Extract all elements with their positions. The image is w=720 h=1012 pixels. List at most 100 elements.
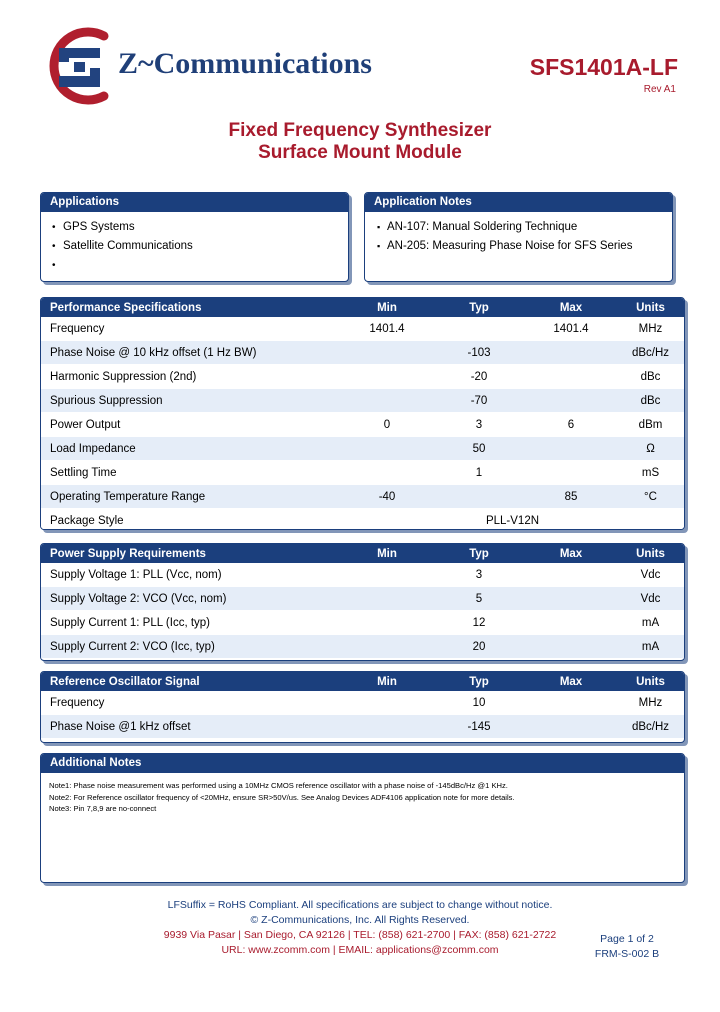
additional-notes-heading: Additional Notes (41, 754, 684, 773)
cell-units: Ω (617, 436, 684, 461)
title-line-2: Surface Mount Module (258, 142, 462, 163)
table-header-row: Power Supply Requirements Min Typ Max Un… (41, 544, 684, 563)
page-footer: LFSuffix = RoHS Compliant. All specifica… (0, 898, 720, 958)
column-header-min: Min (341, 544, 433, 563)
table-row-package: Package Style PLL-V12N (41, 508, 684, 529)
cell-max (525, 340, 617, 365)
applications-body: GPS Systems Satellite Communications (41, 212, 348, 275)
cell-units: dBc/Hz (617, 714, 684, 739)
page-header: Z~Communications SFS1401A-LF Rev A1 (0, 0, 720, 110)
table-row: Settling Time 1 mS (41, 460, 684, 485)
column-header-min: Min (341, 298, 433, 317)
table-header-row: Performance Specifications Min Typ Max U… (41, 298, 684, 317)
table-row: Frequency 10 MHz (41, 691, 684, 715)
page-number: Page 1 of 2 (600, 933, 654, 945)
column-header-typ: Typ (433, 672, 525, 691)
cell-units: mA (617, 634, 684, 659)
column-header-name: Power Supply Requirements (41, 544, 341, 563)
column-header-units: Units (617, 544, 684, 563)
cell-min (341, 563, 433, 587)
cell-typ: 5 (433, 586, 525, 611)
cell-typ: 50 (433, 436, 525, 461)
cell-max: 6 (525, 412, 617, 437)
application-notes-panel: Application Notes AN-107: Manual Solderi… (364, 192, 673, 282)
cell-typ: -70 (433, 388, 525, 413)
table-row: Frequency 1401.4 1401.4 MHz (41, 317, 684, 341)
cell-units: Vdc (617, 563, 684, 587)
cell-max (525, 460, 617, 485)
column-header-min: Min (341, 672, 433, 691)
cell-units: dBm (617, 412, 684, 437)
column-header-max: Max (525, 544, 617, 563)
cell-min (341, 691, 433, 715)
cell-min (341, 586, 433, 611)
title-line-1: Fixed Frequency Synthesizer (228, 120, 492, 141)
list-item[interactable]: AN-205: Measuring Phase Noise for SFS Se… (375, 237, 672, 256)
reference-oscillator-panel: Reference Oscillator Signal Min Typ Max … (40, 671, 685, 743)
cell-name: Operating Temperature Range (41, 484, 341, 509)
cell-typ: -20 (433, 364, 525, 389)
application-notes-list: AN-107: Manual Soldering Technique AN-20… (365, 212, 672, 256)
cell-name: Package Style (41, 508, 341, 529)
performance-table: Performance Specifications Min Typ Max U… (41, 298, 684, 529)
table-row: Load Impedance 50 Ω (41, 436, 684, 461)
table-row: Power Output 0 3 6 dBm (41, 412, 684, 437)
cell-units: MHz (617, 691, 684, 715)
list-item[interactable]: AN-107: Manual Soldering Technique (375, 218, 672, 237)
cell-units: °C (617, 484, 684, 509)
power-supply-panel: Power Supply Requirements Min Typ Max Un… (40, 543, 685, 661)
cell-min (341, 340, 433, 365)
table-row: Operating Temperature Range -40 85 °C (41, 484, 684, 509)
column-header-typ: Typ (433, 544, 525, 563)
table-row: Phase Noise @1 kHz offset -145 dBc/Hz (41, 714, 684, 739)
additional-notes-panel: Additional Notes Note1: Phase noise meas… (40, 753, 685, 883)
brand-name: Z~Communications (118, 47, 372, 80)
cell-max (525, 586, 617, 611)
column-header-max: Max (525, 298, 617, 317)
cell-min (341, 364, 433, 389)
cell-max: 85 (525, 484, 617, 509)
cell-min (341, 634, 433, 659)
column-header-name: Performance Specifications (41, 298, 341, 317)
cell-units: dBc (617, 364, 684, 389)
note-line: Note2: For Reference oscillator frequenc… (49, 792, 515, 802)
cell-typ (433, 317, 525, 341)
cell-max (525, 691, 617, 715)
cell-min (341, 610, 433, 635)
cell-package-value: PLL-V12N (341, 508, 684, 529)
cell-max (525, 634, 617, 659)
cell-max: 1401.4 (525, 317, 617, 341)
page-title: Fixed Frequency Synthesizer Surface Moun… (0, 120, 720, 164)
footer-compliance-line: LFSuffix = RoHS Compliant. All specifica… (167, 899, 553, 911)
application-notes-heading: Application Notes (365, 193, 672, 212)
footer-contact-line[interactable]: URL: www.zcomm.com | EMAIL: applications… (221, 944, 499, 956)
cell-units: dBc/Hz (617, 340, 684, 365)
table-row: Spurious Suppression -70 dBc (41, 388, 684, 413)
cell-min (341, 436, 433, 461)
column-header-units: Units (617, 672, 684, 691)
cell-name: Power Output (41, 412, 341, 437)
applications-panel: Applications GPS Systems Satellite Commu… (40, 192, 349, 282)
cell-units: Vdc (617, 586, 684, 611)
cell-typ: 3 (433, 563, 525, 587)
additional-notes-body: Note1: Phase noise measurement was perfo… (41, 773, 684, 815)
cell-name: Supply Current 2: VCO (Icc, typ) (41, 634, 341, 659)
cell-typ: -145 (433, 714, 525, 739)
note-line: Note1: Phase noise measurement was perfo… (49, 781, 508, 790)
cell-max (525, 563, 617, 587)
table-header-row: Reference Oscillator Signal Min Typ Max … (41, 672, 684, 691)
cell-max (525, 714, 617, 739)
table-row: Supply Current 1: PLL (Icc, typ) 12 mA (41, 610, 684, 635)
cell-min: -40 (341, 484, 433, 509)
cell-units: mS (617, 460, 684, 485)
page-number-block: Page 1 of 2 FRM-S-002 B (572, 932, 682, 962)
cell-min (341, 388, 433, 413)
applications-list: GPS Systems Satellite Communications (41, 212, 348, 275)
cell-name: Spurious Suppression (41, 388, 341, 413)
table-row: Supply Voltage 1: PLL (Vcc, nom) 3 Vdc (41, 563, 684, 587)
reference-oscillator-table: Reference Oscillator Signal Min Typ Max … (41, 672, 684, 739)
cell-min (341, 460, 433, 485)
cell-name: Load Impedance (41, 436, 341, 461)
table-row: Harmonic Suppression (2nd) -20 dBc (41, 364, 684, 389)
